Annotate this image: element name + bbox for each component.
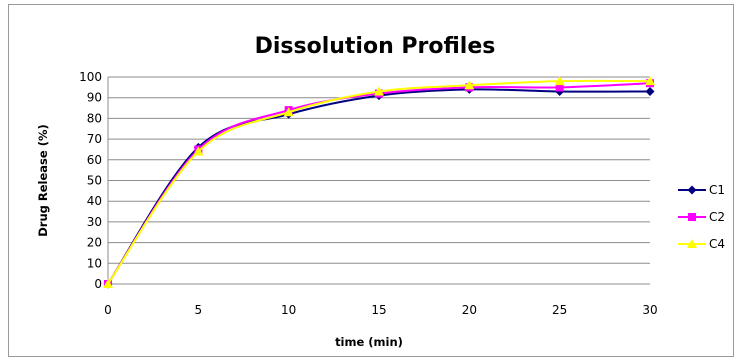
series-line-c2 [107,82,651,285]
chart-area: Dissolution Profiles 0 10 20 30 40 50 60 70 80 90… [8,4,734,357]
data-point-c1 [645,86,655,96]
x-tick-label: 0 [104,303,112,317]
y-tick-label: 20 [87,236,102,250]
y-tick-label: 50 [87,174,102,188]
x-axis-title: time (min) [335,335,403,349]
legend-marker [687,239,697,248]
chart-title: Dissolution Profiles [255,34,496,59]
data-point-c2 [555,83,564,92]
series-line-c4 [107,79,651,285]
data-point-c4 [103,279,113,288]
y-tick-label: 100 [79,70,102,84]
y-tick-label: 30 [87,215,102,229]
y-tick-label: 80 [87,111,102,125]
legend-label: C4 [709,237,725,251]
series-lines [103,76,655,289]
x-tick-label: 20 [462,303,477,317]
x-tick-label: 30 [642,303,657,317]
data-point-c4 [283,107,294,117]
legend-label: C1 [709,183,725,197]
y-tick-label: 0 [94,277,102,291]
y-tick-label: 40 [87,194,102,208]
legend: C1 C2 C4 [678,183,725,251]
y-tick-label: 70 [87,132,102,146]
x-tick-label: 25 [552,303,567,317]
legend-item-c4: C4 [678,237,725,251]
x-tick-label: 5 [195,303,203,317]
y-tick-label: 60 [87,153,102,167]
y-tick-label: 10 [87,256,102,270]
gridlines [108,76,650,264]
data-point-c4 [193,146,204,156]
data-point-c4 [645,76,655,86]
legend-item-c2: C2 [678,210,725,224]
data-point-c4 [554,76,565,86]
legend-label: C2 [709,210,725,224]
x-tick-label: 10 [281,303,296,317]
x-tick-labels: 0 5 10 15 20 25 30 [104,303,657,317]
y-axis-title: Drug Release (%) [36,124,50,236]
legend-item-c1: C1 [678,183,725,197]
x-tick-label: 15 [371,303,386,317]
axes [107,77,650,285]
y-tick-label: 90 [87,91,102,105]
data-point-c4 [464,80,475,90]
data-point-c4 [374,86,384,96]
legend-marker [687,185,697,195]
legend-marker [688,213,696,221]
y-tick-labels: 0 10 20 30 40 50 60 70 80 90 100 [79,70,102,291]
dissolution-chart: Dissolution Profiles 0102030405060708090… [36,34,725,349]
